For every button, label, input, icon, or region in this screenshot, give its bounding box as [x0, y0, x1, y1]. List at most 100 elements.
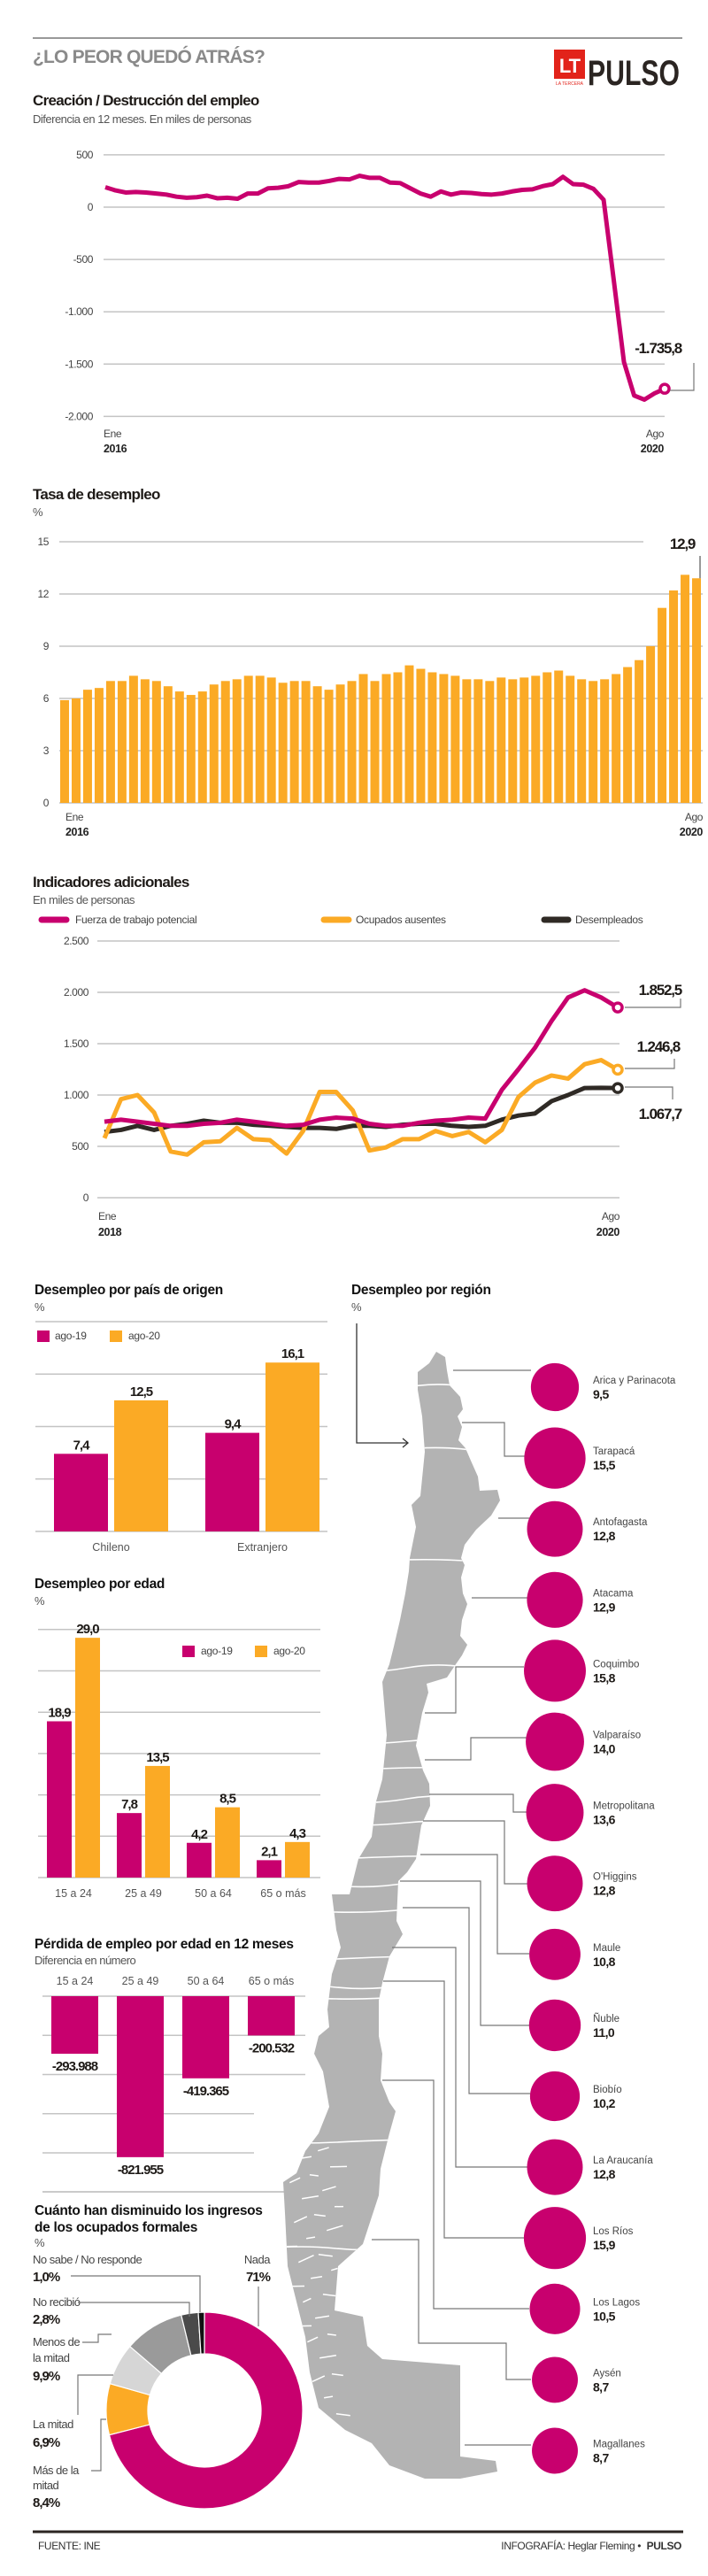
region-value: 8,7	[593, 2451, 609, 2465]
leader-metropolitana	[429, 1793, 529, 1813]
region-border	[283, 1907, 500, 1915]
y-tick-label: 15	[37, 536, 49, 548]
chile-map-shape	[283, 1352, 500, 2479]
perdida-bar	[51, 1996, 98, 2055]
category-label: 25 a 49	[122, 1975, 159, 1987]
y-tick-label: 0	[43, 797, 50, 809]
tasa-unit: %	[33, 505, 43, 519]
map-fjord	[331, 2373, 343, 2377]
page-title: ¿LO PEOR QUEDÓ ATRÁS?	[33, 46, 265, 67]
map-fjord	[307, 2444, 323, 2447]
origen-title: Desempleo por país de origen	[35, 1283, 223, 1298]
tasa-bar	[151, 681, 161, 803]
ocupados-end-leader	[625, 1059, 675, 1069]
bar-value-label: 4,2	[191, 1827, 208, 1842]
map-fjord	[335, 2205, 344, 2208]
origen-legend-ago19: ago-19	[55, 1330, 87, 1342]
region-name: Maule	[593, 1943, 620, 1954]
empleo-title: Creación / Destrucción del empleo	[33, 92, 259, 109]
bar-ago-20	[285, 1841, 310, 1878]
region-value: 12,8	[593, 1529, 616, 1543]
bar-ago-19	[187, 1842, 212, 1878]
ocupados-end-marker	[612, 1063, 624, 1076]
bar-value-label: 2,1	[261, 1844, 278, 1859]
donut-label-name: Más de la	[33, 2464, 80, 2477]
region-value: 14,0	[593, 1742, 616, 1756]
category-label: 50 a 64	[195, 1887, 232, 1900]
tasa-bar	[496, 677, 506, 803]
leader-o-higgins	[423, 1820, 528, 1885]
tasa-x-end-year: 2020	[680, 826, 704, 838]
donut-leader	[71, 2275, 201, 2312]
category-label: 25 a 49	[125, 1887, 162, 1900]
y-tick-label: -2.000	[65, 410, 93, 422]
region-unit: %	[351, 1300, 362, 1314]
region-title: Desempleo por región	[351, 1283, 491, 1298]
tasa-bar	[519, 677, 529, 803]
fuerza-end-label: 1.852,5	[639, 982, 682, 999]
origen-legend-swatch-ago20	[110, 1330, 122, 1342]
perdida-bar	[182, 1996, 229, 2079]
donut-leader	[82, 2333, 112, 2343]
tasa-bar	[692, 578, 701, 803]
donut-label-value: 71%	[246, 2270, 271, 2285]
y-tick-label: 1.500	[64, 1037, 89, 1050]
footer-credit: INFOGRAFÍA: Heglar Fleming •	[501, 2539, 641, 2552]
donut-slice-nada	[108, 2311, 304, 2510]
tasa-bar	[140, 679, 150, 803]
donut-label-value: 8,4%	[33, 2495, 60, 2510]
region-name: Ñuble	[593, 2013, 620, 2025]
bar-value-label: -293.988	[52, 2059, 98, 2074]
ocupados-end-label: 1.246,8	[637, 1038, 681, 1055]
empleo-end-leader	[670, 363, 695, 391]
y-tick-label: 9	[43, 640, 50, 652]
bubble-valparaiso	[526, 1712, 584, 1771]
region-name: Metropolitana	[593, 1801, 655, 1812]
donut-leader	[77, 2374, 113, 2415]
donut-label-value: 1,0%	[33, 2270, 60, 2285]
tasa-bar	[531, 675, 541, 803]
y-tick-label: -1.000	[65, 305, 93, 318]
map-arrow	[356, 1323, 407, 1444]
perdida-subtitle: Diferencia en número	[35, 1954, 136, 1967]
map-fjord	[294, 2216, 308, 2224]
map-fjord	[297, 2254, 314, 2264]
map-fjord	[326, 2225, 343, 2232]
indicadores-legend: Fuerza de trabajo potencial Ocupados aus…	[38, 914, 643, 926]
empleo-x-start-year: 2016	[104, 443, 127, 455]
region-value: 10,8	[593, 1955, 616, 1969]
map-fjord	[302, 2297, 312, 2303]
tasa-bar	[416, 668, 426, 803]
empleo-x-end-year: 2020	[641, 443, 665, 455]
tasa-bar	[404, 665, 414, 803]
region-name: Aysén	[593, 2368, 621, 2379]
tasa-bar	[370, 681, 380, 803]
tasa-bar	[278, 683, 288, 803]
fuerza-line	[104, 988, 620, 1129]
indicadores-chart: 0 500 1.000 1.500 2.000 2.500	[64, 935, 624, 1204]
desempleados-end-label: 1.067,7	[639, 1106, 682, 1122]
bar-value-label: 13,5	[146, 1750, 169, 1765]
region-name: La Araucanía	[593, 2156, 653, 2166]
tasa-bar	[197, 691, 207, 803]
indicadores-x-start-month: Ene	[98, 1210, 117, 1222]
tasa-bar	[566, 675, 575, 803]
bar-value-label: -821.955	[118, 2163, 164, 2178]
leader-maule	[420, 1854, 529, 1955]
indicadores-title: Indicadores adicionales	[33, 874, 189, 891]
map-fjord	[284, 2138, 294, 2144]
region-name: Los Ríos	[593, 2226, 634, 2237]
footer-source: FUENTE: INE	[38, 2540, 101, 2552]
bubble-coquimbo	[524, 1639, 586, 1702]
donut-leader	[78, 2302, 190, 2317]
bar-value-label: 9,4	[225, 1417, 242, 1432]
tasa-bar	[393, 672, 403, 803]
tasa-bar	[105, 681, 115, 803]
bar-value-label: 7,4	[73, 1438, 91, 1453]
tasa-bar	[335, 684, 345, 803]
y-tick-label: 1.000	[64, 1089, 89, 1101]
fuerza-end-leader	[625, 999, 681, 1008]
tasa-bar	[427, 672, 437, 803]
donut-label-value: 2,8%	[33, 2312, 60, 2327]
